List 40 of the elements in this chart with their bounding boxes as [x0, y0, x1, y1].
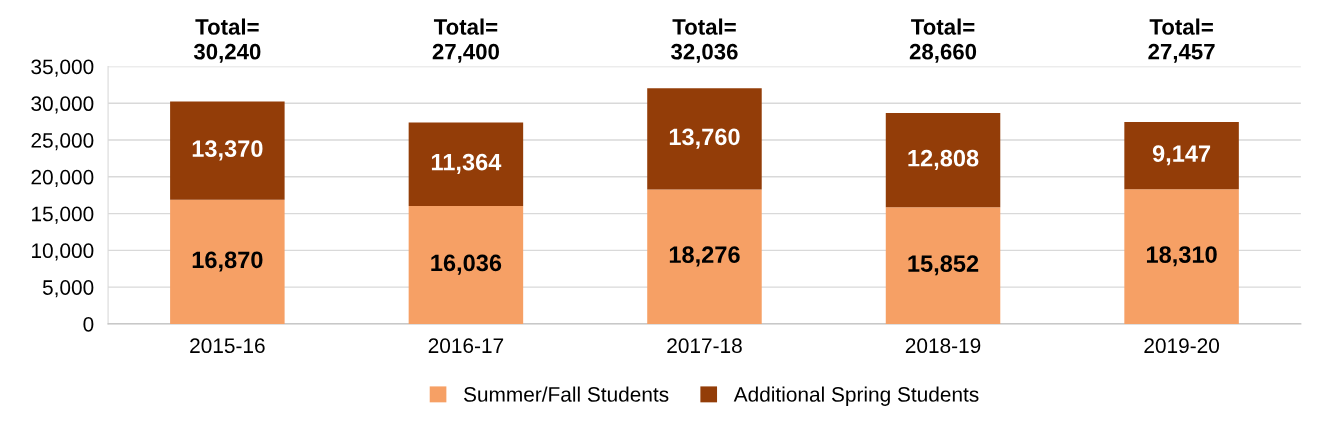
total-label: Total= 30,240 — [193, 18, 261, 63]
data-label: 18,310 — [1146, 246, 1217, 267]
bar — [170, 199, 285, 324]
y-tick-label: 15,000 — [32, 206, 94, 224]
bar — [647, 189, 762, 324]
bar — [647, 88, 762, 190]
data-label: 13,370 — [192, 140, 263, 161]
data-label: 18,276 — [669, 246, 740, 267]
data-label: 16,870 — [192, 251, 263, 272]
x-tick-label: 2017-18 — [667, 338, 742, 354]
bar — [885, 207, 1001, 324]
y-tick-label: 10,000 — [32, 243, 94, 261]
x-tick-label: 2018-19 — [905, 338, 981, 354]
data-label: 11,364 — [431, 153, 502, 174]
total-label: Total= 32,036 — [671, 18, 738, 63]
data-label: 13,760 — [669, 128, 740, 149]
data-label: 16,036 — [431, 254, 502, 275]
bar — [885, 113, 1001, 208]
x-tick-label: 2015-16 — [190, 338, 265, 354]
x-tick-label: 2016-17 — [428, 338, 504, 354]
x-tick-label: 2019-20 — [1144, 338, 1219, 354]
bar — [1124, 121, 1239, 190]
y-tick-label: 5,000 — [42, 280, 94, 298]
total-label: Total= 28,660 — [909, 18, 977, 63]
data-label: 12,808 — [908, 149, 979, 170]
data-label: 9,147 — [1152, 145, 1211, 166]
total-label: Total= 27,457 — [1148, 18, 1215, 63]
bar — [408, 122, 524, 206]
legend-label: Additional Spring Students — [733, 386, 979, 406]
legend-label: Summer/Fall Students — [463, 386, 669, 402]
y-tick-label: 30,000 — [31, 96, 94, 114]
bar — [408, 205, 524, 324]
y-tick-label: 0 — [83, 316, 94, 332]
y-tick-label: 20,000 — [31, 169, 94, 188]
y-tick-label: 25,000 — [31, 133, 94, 151]
bar — [1124, 189, 1239, 324]
bar — [170, 101, 285, 200]
total-label: Total= 27,400 — [432, 18, 499, 63]
data-label: 15,852 — [908, 255, 979, 276]
y-tick-label: 35,000 — [31, 59, 94, 77]
